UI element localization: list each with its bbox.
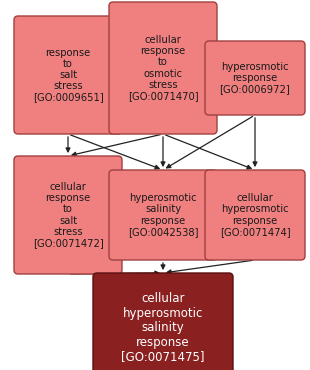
Text: response
to
salt
stress
[GO:0009651]: response to salt stress [GO:0009651] <box>33 48 103 102</box>
FancyBboxPatch shape <box>109 2 217 134</box>
FancyBboxPatch shape <box>205 41 305 115</box>
FancyBboxPatch shape <box>93 273 233 370</box>
Text: cellular
hyperosmotic
response
[GO:0071474]: cellular hyperosmotic response [GO:00714… <box>220 193 290 237</box>
FancyBboxPatch shape <box>205 170 305 260</box>
FancyBboxPatch shape <box>14 156 122 274</box>
Text: hyperosmotic
salinity
response
[GO:0042538]: hyperosmotic salinity response [GO:00425… <box>128 193 198 237</box>
Text: cellular
response
to
salt
stress
[GO:0071472]: cellular response to salt stress [GO:007… <box>33 182 103 248</box>
Text: cellular
response
to
osmotic
stress
[GO:0071470]: cellular response to osmotic stress [GO:… <box>128 35 198 101</box>
FancyBboxPatch shape <box>14 16 122 134</box>
FancyBboxPatch shape <box>109 170 217 260</box>
Text: hyperosmotic
response
[GO:0006972]: hyperosmotic response [GO:0006972] <box>219 62 290 94</box>
Text: cellular
hyperosmotic
salinity
response
[GO:0071475]: cellular hyperosmotic salinity response … <box>121 293 205 363</box>
